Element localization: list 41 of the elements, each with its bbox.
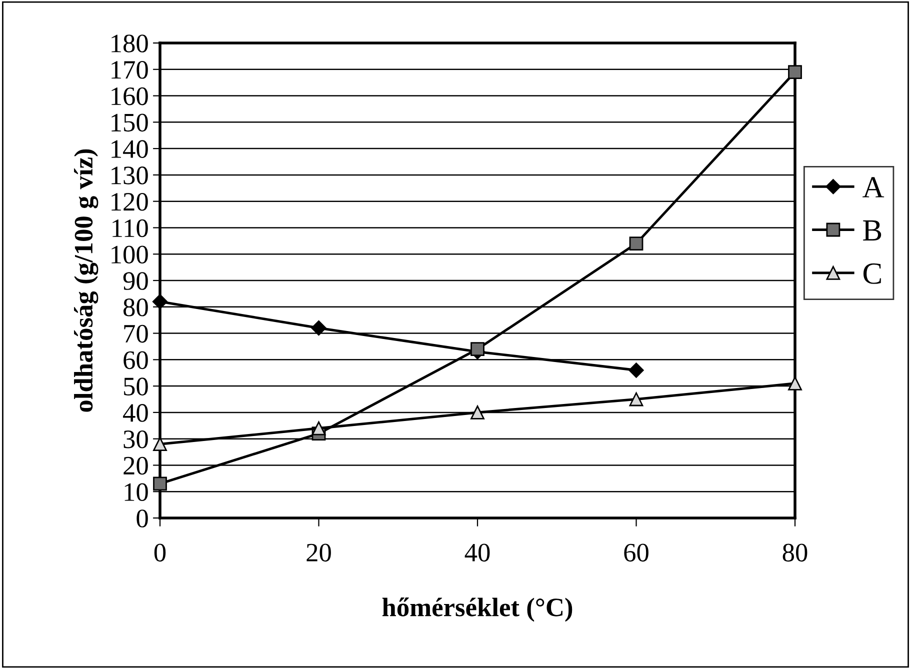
y-tick-label: 90 [123, 272, 148, 290]
point [788, 376, 802, 390]
y-tick-label: 80 [124, 298, 148, 316]
point [311, 320, 326, 336]
x-axis-title: hőmérséklet (°C) [382, 597, 572, 622]
y-axis-title: oldhatóság (g/100 g víz) [74, 149, 98, 412]
y-tick-label: 10 [124, 483, 148, 502]
y-tick-label: 20 [124, 456, 148, 475]
point [152, 294, 168, 310]
point [788, 65, 802, 79]
y-tick-label: 180 [112, 34, 148, 52]
y-tick-label: 50 [124, 378, 148, 396]
legend-label: A [862, 177, 884, 198]
y-tick-label: 130 [112, 166, 148, 184]
x-tick-label: 0 [154, 544, 166, 562]
y-tick-label: 170 [112, 60, 148, 79]
point [312, 421, 326, 436]
y-tick-label: 60 [124, 351, 148, 370]
y-tick-label: 70 [124, 324, 148, 343]
point [629, 236, 644, 250]
x-tick-label: 60 [624, 544, 648, 562]
x-tick-label: 20 [306, 544, 331, 562]
y-tick-label: 40 [123, 404, 148, 422]
y-tick-label: 160 [112, 87, 148, 106]
point [470, 406, 484, 420]
point [153, 437, 167, 452]
y-tick-label: 140 [112, 140, 148, 158]
point [628, 362, 644, 378]
y-tick-label: 100 [112, 246, 148, 264]
x-tick-label: 40 [464, 544, 490, 562]
y-tick-label: 0 [136, 510, 148, 528]
legend-label: C [863, 263, 881, 284]
y-tick-label: 120 [112, 192, 148, 211]
point [629, 392, 644, 406]
legend-label: B [863, 220, 882, 241]
y-tick-label: 30 [124, 430, 148, 448]
x-tick-label: 80 [782, 544, 808, 562]
point [470, 342, 484, 356]
point [153, 476, 167, 491]
y-tick-label: 110 [112, 219, 148, 238]
y-tick-label: 150 [112, 114, 148, 132]
